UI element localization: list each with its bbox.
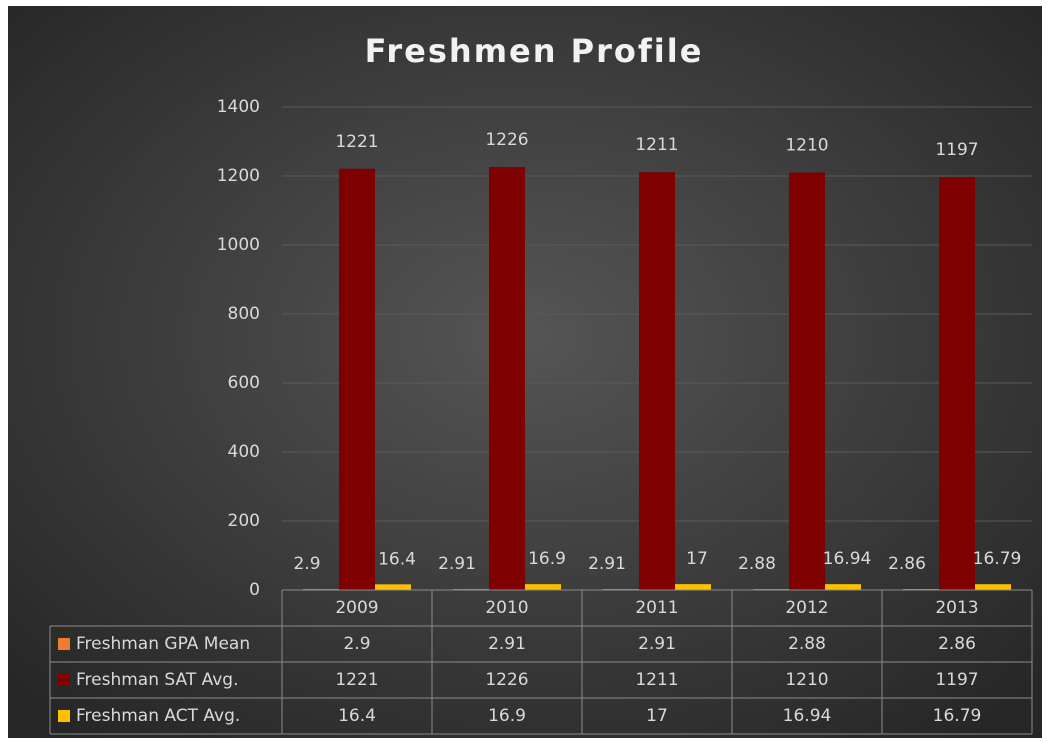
table-cell: 2.91: [638, 634, 676, 654]
chart-title: Freshmen Profile: [365, 32, 704, 70]
table-cell: 1226: [485, 670, 528, 690]
table-cell: 16.79: [933, 706, 982, 726]
bar: [825, 584, 861, 590]
data-label: 16.9: [528, 549, 566, 569]
table-cell: 2.91: [488, 634, 526, 654]
legend-label: Freshman ACT Avg.: [76, 706, 240, 726]
data-label: 2.91: [588, 554, 626, 574]
data-label: 2.9: [293, 554, 320, 574]
x-tick-label: 2013: [935, 598, 978, 618]
bar: [339, 168, 375, 590]
table-cell: 16.9: [488, 706, 526, 726]
legend-key: [58, 674, 70, 686]
table-cell: 1221: [335, 670, 378, 690]
bar: [453, 588, 489, 590]
bar: [975, 584, 1011, 590]
data-label: 16.4: [378, 549, 416, 569]
x-tick-label: 2010: [485, 598, 528, 618]
data-label: 16.94: [823, 549, 872, 569]
table-cell: 16.94: [783, 706, 832, 726]
table-cell: 2.88: [788, 634, 826, 654]
data-label: 2.91: [438, 554, 476, 574]
data-label: 1210: [785, 136, 828, 156]
bar: [675, 584, 711, 590]
data-label: 2.88: [738, 554, 776, 574]
data-label: 17: [686, 549, 708, 569]
y-tick-label: 1000: [217, 235, 260, 255]
x-tick-label: 2011: [635, 598, 678, 618]
bar: [525, 584, 561, 590]
bar: [303, 588, 339, 590]
bar: [489, 167, 525, 590]
bar: [603, 588, 639, 590]
table-cell: 1197: [935, 670, 978, 690]
legend-label: Freshman SAT Avg.: [76, 670, 239, 690]
table-cell: 1211: [635, 670, 678, 690]
bar: [375, 584, 411, 590]
y-tick-label: 1400: [217, 97, 260, 117]
data-label: 1221: [335, 132, 378, 152]
table-cell: 1210: [785, 670, 828, 690]
y-tick-label: 200: [228, 511, 260, 531]
data-label: 1226: [485, 130, 528, 150]
bar: [639, 172, 675, 590]
data-label: 1211: [635, 135, 678, 155]
y-tick-label: 800: [228, 304, 260, 324]
y-tick-label: 0: [249, 580, 260, 600]
data-label: 1197: [935, 140, 978, 160]
data-label: 16.79: [973, 549, 1022, 569]
y-tick-label: 600: [228, 373, 260, 393]
x-tick-label: 2009: [335, 598, 378, 618]
legend-label: Freshman GPA Mean: [76, 634, 250, 654]
legend-key: [58, 710, 70, 722]
table-cell: 2.86: [938, 634, 976, 654]
table-cell: 16.4: [338, 706, 376, 726]
table-cell: 17: [646, 706, 668, 726]
legend-key: [58, 638, 70, 650]
data-label: 2.86: [888, 554, 926, 574]
table-cell: 2.9: [343, 634, 370, 654]
bar: [789, 172, 825, 591]
y-tick-label: 1200: [217, 166, 260, 186]
x-tick-label: 2012: [785, 598, 828, 618]
y-tick-label: 400: [228, 442, 260, 462]
bar: [939, 177, 975, 590]
